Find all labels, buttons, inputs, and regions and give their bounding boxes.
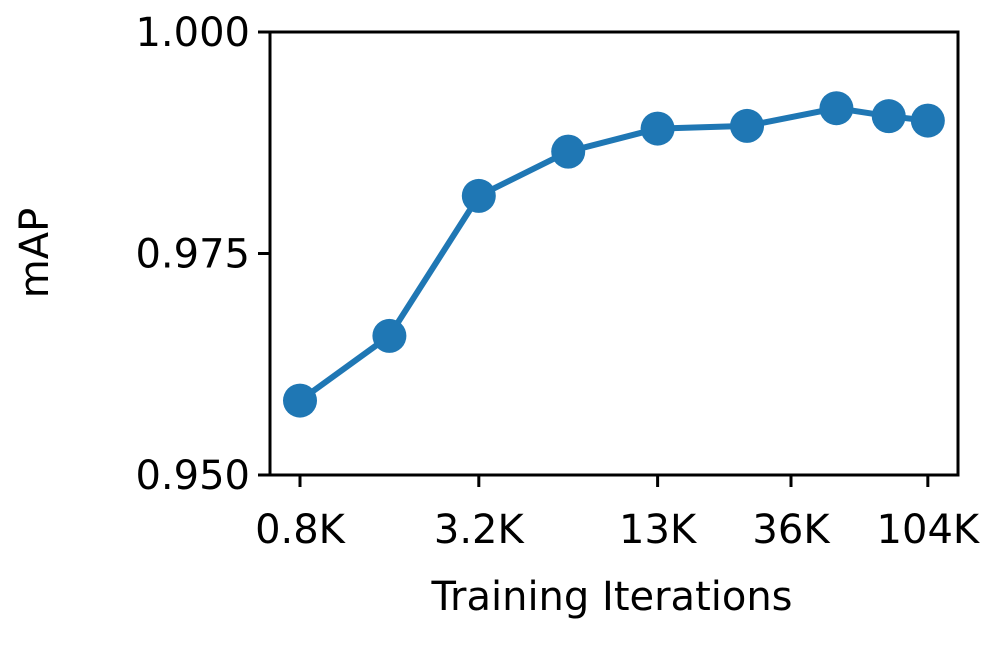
y-tick-label: 0.975 — [135, 232, 250, 278]
x-tick-label: 0.8K — [255, 507, 347, 553]
data-point — [871, 99, 906, 134]
data-point — [819, 91, 854, 126]
data-point — [282, 383, 317, 418]
x-axis-label: Training Iterations — [430, 574, 792, 620]
data-point — [372, 318, 407, 353]
x-tick-label: 13K — [619, 507, 698, 553]
series-line — [298, 105, 929, 404]
y-axis-label: mAP — [12, 208, 58, 298]
x-tick-label: 36K — [752, 507, 831, 553]
y-tick-label: 0.950 — [135, 453, 250, 499]
y-tick-label: 1.000 — [135, 10, 250, 56]
plot-frame — [268, 30, 960, 477]
data-point — [461, 178, 496, 213]
data-point — [730, 108, 765, 143]
data-point — [640, 111, 675, 146]
data-point — [551, 134, 586, 169]
x-tick-label: 3.2K — [434, 507, 526, 553]
data-point — [910, 103, 945, 138]
x-tick-label: 104K — [877, 507, 981, 553]
